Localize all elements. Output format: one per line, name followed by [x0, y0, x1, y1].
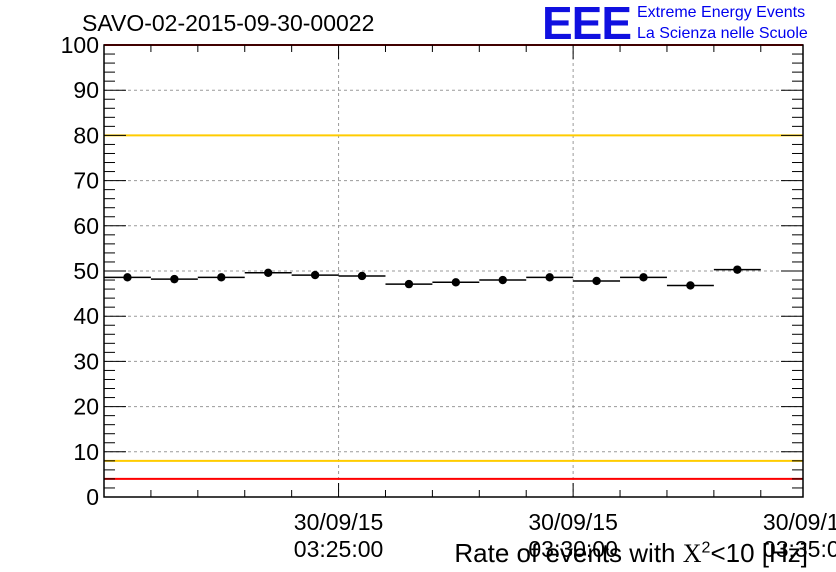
- data-point: [404, 279, 414, 289]
- data-point: [217, 273, 226, 282]
- data-point: [733, 265, 742, 274]
- data-point: [357, 271, 367, 281]
- y-tick-label: 50: [73, 258, 99, 284]
- x-axis-label-sup: 2: [701, 539, 711, 557]
- data-point: [498, 275, 507, 285]
- y-tick-label: 90: [73, 77, 99, 103]
- x-tick-label-time: 03:35:00: [763, 536, 836, 562]
- eee-logo-mark: EEE: [542, 0, 632, 49]
- eee-logo: EEE Extreme Energy Events La Scienza nel…: [542, 0, 836, 49]
- data-point: [451, 278, 461, 287]
- y-tick-label: 30: [73, 348, 99, 374]
- y-tick-label: 20: [73, 394, 99, 420]
- y-tick-label: 40: [73, 303, 99, 329]
- data-point: [123, 273, 132, 282]
- y-tick-label: 100: [61, 32, 99, 58]
- data-point: [686, 281, 695, 290]
- logo-line-1: Extreme Energy Events: [637, 4, 806, 21]
- data-point: [639, 273, 648, 282]
- data-point: [263, 268, 273, 278]
- y-tick-label: 80: [73, 122, 99, 148]
- x-tick-label-date: 30/09/15: [763, 509, 836, 535]
- y-tick-label: 60: [73, 213, 99, 239]
- y-tick-label: 10: [73, 439, 99, 465]
- x-axis-label-prefix: Rate of events with: [454, 538, 683, 568]
- x-tick-label-time: 03:25:00: [294, 536, 384, 562]
- y-tick-label: 70: [73, 168, 99, 194]
- data-point: [545, 273, 554, 282]
- x-tick-label-time: 03:30:00: [528, 536, 618, 562]
- x-tick-label-date: 30/09/15: [528, 509, 618, 535]
- logo-line-2: La Scienza nelle Scuole: [637, 25, 808, 42]
- data-point: [170, 274, 179, 284]
- x-axis-label-suffix: <10 [Hz]: [710, 538, 808, 568]
- data-point: [592, 276, 601, 286]
- data-point: [310, 270, 320, 280]
- x-tick-label-date: 30/09/15: [294, 509, 384, 535]
- y-tick-label: 0: [86, 484, 99, 510]
- chart-title: SAVO-02-2015-09-30-00022: [82, 10, 375, 36]
- x-axis-label: Rate of events with X2<10 [Hz]: [454, 538, 808, 569]
- x-axis-label-symbol: X: [682, 539, 702, 568]
